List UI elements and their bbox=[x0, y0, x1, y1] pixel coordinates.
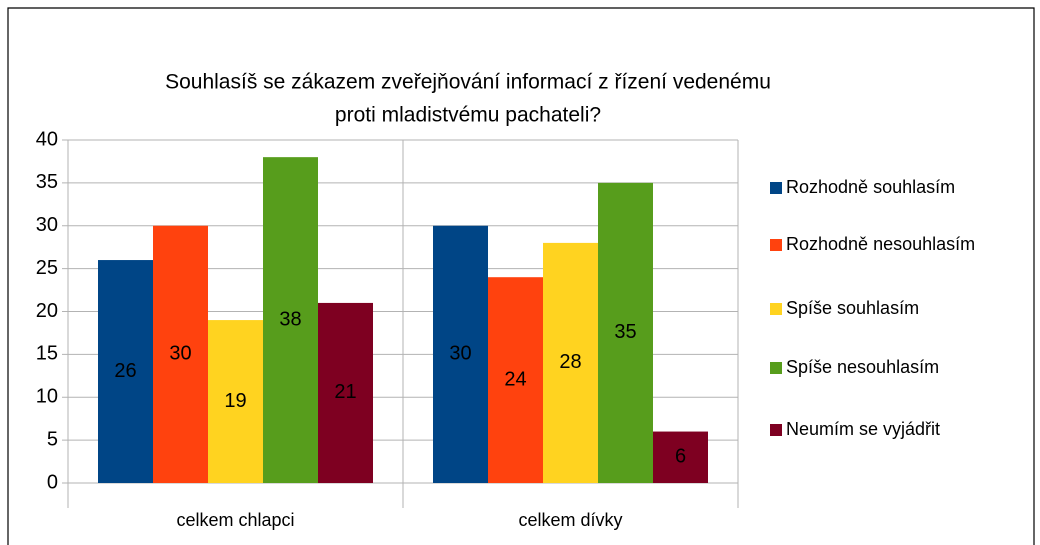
data-label: 19 bbox=[224, 390, 246, 412]
bar bbox=[98, 260, 153, 483]
bar bbox=[318, 302, 373, 483]
legend-label: Spíše nesouhlasím bbox=[786, 357, 939, 377]
y-tick-label: 10 bbox=[36, 386, 58, 408]
data-label: 30 bbox=[169, 343, 191, 365]
y-tick-label: 25 bbox=[36, 257, 58, 279]
chart-title: Souhlasíš se zákazem zveřejňování inform… bbox=[165, 71, 771, 94]
chart-title: proti mladistvému pachateli? bbox=[335, 104, 601, 127]
bar bbox=[543, 242, 598, 483]
legend-swatch bbox=[770, 239, 782, 251]
y-tick-label: 20 bbox=[36, 300, 58, 322]
bar bbox=[263, 157, 318, 483]
y-tick-label: 30 bbox=[36, 214, 58, 236]
bar bbox=[208, 320, 263, 483]
legend-swatch bbox=[770, 424, 782, 436]
bar bbox=[653, 431, 708, 483]
x-tick-label: celkem chlapci bbox=[176, 510, 294, 530]
data-label: 28 bbox=[559, 351, 581, 373]
data-label: 6 bbox=[675, 446, 686, 468]
bar bbox=[153, 225, 208, 483]
y-tick-label: 5 bbox=[47, 428, 58, 450]
data-label: 35 bbox=[614, 321, 636, 343]
y-tick-label: 0 bbox=[47, 471, 58, 493]
legend-swatch bbox=[770, 303, 782, 315]
y-tick-label: 15 bbox=[36, 343, 58, 365]
legend-label: Rozhodně souhlasím bbox=[786, 177, 955, 197]
data-label: 24 bbox=[504, 368, 526, 390]
bar bbox=[433, 225, 488, 483]
chart-border bbox=[7, 7, 1035, 545]
legend-swatch bbox=[770, 362, 782, 374]
legend-label: Rozhodně nesouhlasím bbox=[786, 234, 975, 254]
data-label: 30 bbox=[449, 343, 471, 365]
bar bbox=[598, 182, 653, 483]
legend-label: Neumím se vyjádřit bbox=[786, 419, 940, 439]
data-label: 38 bbox=[279, 308, 301, 330]
data-label: 26 bbox=[114, 360, 136, 382]
legend-swatch bbox=[770, 182, 782, 194]
y-tick-label: 35 bbox=[36, 171, 58, 193]
legend-label: Spíše souhlasím bbox=[786, 298, 919, 318]
data-label: 21 bbox=[334, 381, 356, 403]
y-tick-label: 40 bbox=[36, 128, 58, 150]
bar bbox=[488, 277, 543, 483]
x-tick-label: celkem dívky bbox=[518, 510, 622, 530]
